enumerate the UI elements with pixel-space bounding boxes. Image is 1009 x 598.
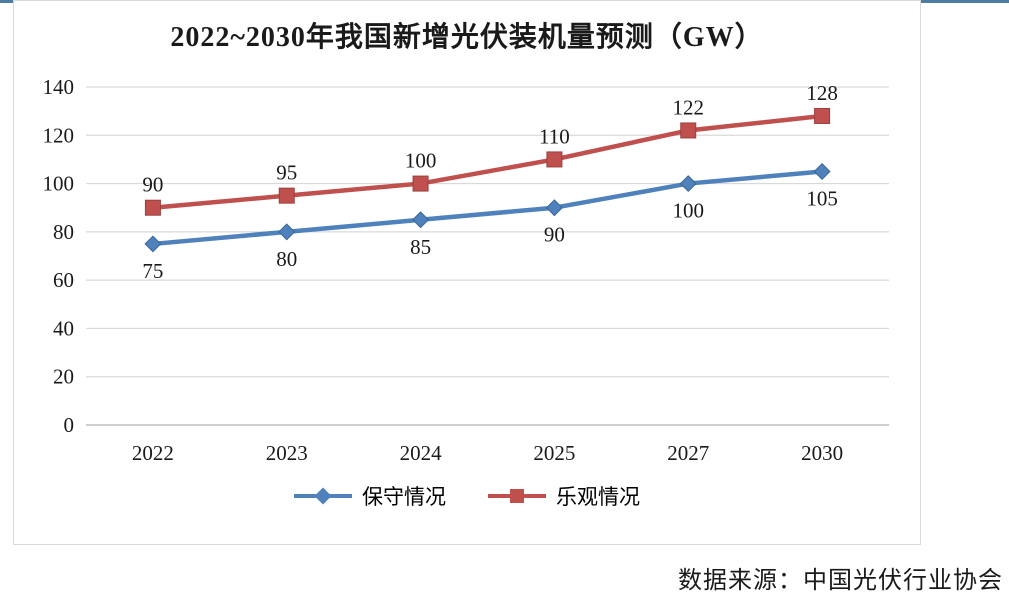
chart-legend: 保守情况 乐观情况 [14, 481, 920, 511]
data-point-marker [278, 223, 296, 241]
x-axis-tick-label: 2023 [266, 441, 308, 465]
data-point-marker [412, 175, 429, 192]
y-axis-tick-label: 0 [64, 413, 75, 437]
y-axis-tick-label: 100 [43, 172, 75, 196]
legend-item-conservative: 保守情况 [294, 481, 446, 511]
legend-label-optimistic: 乐观情况 [556, 485, 640, 509]
data-point-label: 100 [405, 149, 437, 173]
data-point-marker [546, 151, 563, 168]
data-point-label: 85 [410, 235, 431, 259]
y-axis-tick-label: 20 [53, 365, 74, 389]
data-point-marker [679, 175, 697, 193]
legend-item-optimistic: 乐观情况 [488, 481, 640, 511]
data-point-marker [144, 199, 161, 216]
y-axis-tick-label: 40 [53, 316, 74, 340]
data-point-marker [813, 163, 831, 180]
data-point-marker [278, 187, 295, 204]
data-point-marker [814, 107, 831, 124]
legend-label-conservative: 保守情况 [362, 485, 446, 509]
x-axis-tick-label: 2027 [667, 441, 709, 465]
x-axis-tick-label: 2025 [533, 441, 575, 465]
chart-title: 2022~2030年我国新增光伏装机量预测（GW） [170, 22, 764, 53]
x-axis-tick-label: 2030 [801, 441, 843, 465]
data-source-note: 数据来源：中国光伏行业协会 [678, 568, 1003, 594]
diamond-marker-icon [294, 487, 352, 505]
x-axis-tick-label: 2024 [400, 441, 443, 465]
data-point-label: 75 [142, 259, 163, 283]
data-point-label: 105 [806, 187, 838, 211]
data-point-label: 110 [539, 124, 570, 148]
data-point-label: 122 [673, 95, 705, 119]
data-point-label: 128 [806, 81, 838, 105]
y-axis-tick-label: 60 [53, 268, 74, 292]
x-axis-tick-label: 2022 [132, 441, 174, 465]
data-point-marker [144, 235, 162, 253]
data-point-marker [545, 199, 563, 217]
data-point-marker [680, 122, 697, 139]
square-marker-icon [488, 488, 546, 504]
y-axis-tick-label: 80 [53, 220, 74, 244]
chart-container: 2022~2030年我国新增光伏装机量预测（GW） 0 20 40 60 80 100 12… [13, 0, 921, 545]
y-axis-tick-label: 120 [43, 123, 75, 147]
data-point-label: 90 [544, 223, 565, 247]
data-point-marker [412, 211, 430, 229]
data-point-label: 90 [142, 173, 163, 197]
data-point-label: 100 [673, 199, 705, 223]
series-line [150, 113, 825, 210]
series-line [150, 169, 825, 247]
data-point-label: 95 [276, 161, 297, 185]
data-point-label: 80 [276, 247, 297, 271]
y-axis-tick-label: 140 [43, 75, 75, 99]
line-chart-plot: 0 20 40 60 80 100 120 140 2022 2023 2024 2025 2027 20… [43, 75, 889, 465]
